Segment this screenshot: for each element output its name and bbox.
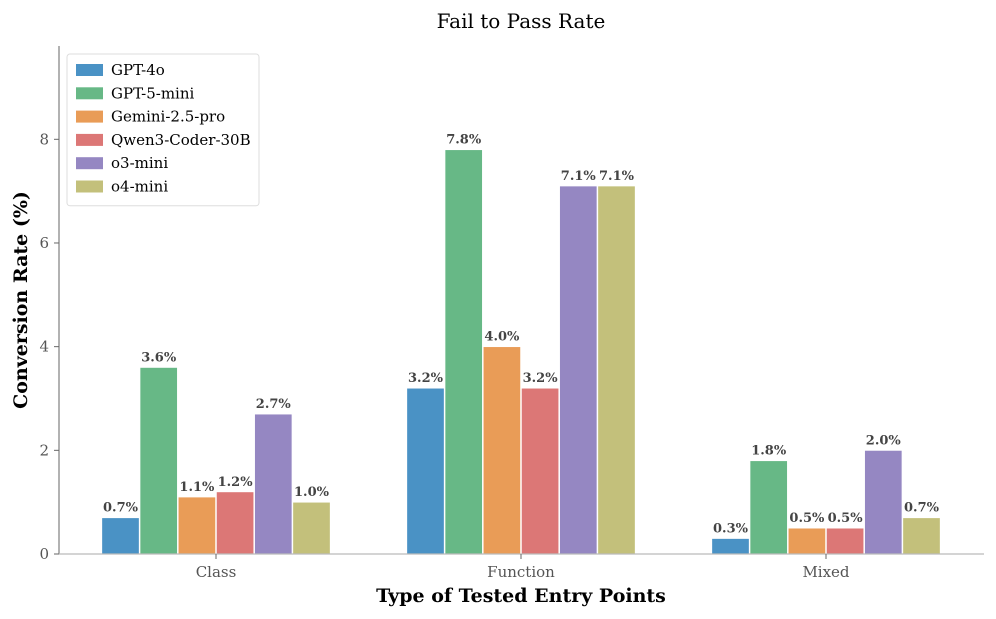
bar-qwen3-coder-30b-mixed [825,527,865,555]
data-label-o3-mini-mixed: 2.0% [866,433,902,448]
data-label-o3-mini-function: 7.1% [561,169,597,184]
x-tick-label-mixed: Mixed [802,563,849,581]
legend-swatch-o4-mini [76,180,103,193]
data-label-gemini-2-5-pro-function: 4.0% [484,330,520,345]
bar-gpt-5-mini-class [139,366,178,555]
bar-gpt-4o-function [406,387,445,555]
bar-o3-mini-function [559,185,598,555]
y-tick-label-2: 2 [39,441,49,459]
y-tick-label-6: 6 [39,234,49,252]
bar-gpt-5-mini-function [444,149,483,555]
data-label-gpt-4o-function: 3.2% [408,371,444,386]
data-label-gpt-5-mini-mixed: 1.8% [751,444,787,459]
x-tick-label-class: Class [196,563,237,581]
legend-label-o3-mini: o3-mini [111,154,168,172]
x-tick-label-function: Function [487,563,555,581]
legend-swatch-gpt-5-mini [76,87,103,100]
bar-o3-mini-class [254,413,293,555]
data-label-o4-mini-class: 1.0% [294,485,330,500]
y-axis-label: Conversion Rate (%) [10,191,32,409]
bar-gemini-2-5-pro-mixed [787,527,827,555]
data-label-gpt-4o-class: 0.7% [103,501,139,516]
data-label-gpt-4o-mixed: 0.3% [713,521,749,536]
legend-label-o4-mini: o4-mini [111,178,168,196]
y-tick-label-8: 8 [39,130,49,148]
data-label-qwen3-coder-30b-class: 1.2% [218,475,254,490]
bar-gpt-4o-class [101,517,140,555]
data-labels-group: 0.7% 3.2% 0.3% 3.6% 7.8% 1.8% 1.1% 4.0% 0.5% 1.2%… [103,133,940,537]
legend-label-gpt-5-mini: GPT-5-mini [111,84,195,102]
legend-box [66,53,260,207]
bar-o3-mini-mixed [864,449,903,555]
data-label-gemini-2-5-pro-mixed: 0.5% [789,511,825,526]
x-axis-label: Type of Tested Entry Points [376,585,666,607]
bar-o4-mini-mixed [902,517,941,555]
y-tick-label-0: 0 [39,545,49,563]
bar-qwen3-coder-30b-class [215,491,255,555]
legend-swatch-o3-mini [76,157,103,170]
bar-qwen3-coder-30b-function [520,387,560,555]
legend: GPT-4o GPT-5-mini Gemini-2.5-pro Qwen3-Code… [66,53,260,207]
bar-o4-mini-class [292,501,331,555]
legend-swatch-gemini-2-5-pro [76,110,103,123]
chart-title: Fail to Pass Rate [437,9,606,33]
y-tick-label-4: 4 [39,338,49,356]
legend-label-gpt-4o: GPT-4o [111,61,165,79]
bar-gemini-2-5-pro-function [482,346,522,555]
data-label-qwen3-coder-30b-mixed: 0.5% [828,511,864,526]
bars-group [101,149,941,555]
axes-group: 0 2 4 6 8 Class Function Mixed [39,46,984,581]
data-label-o3-mini-class: 2.7% [256,397,292,412]
legend-label-qwen3-coder-30b: Qwen3-Coder-30B [111,131,251,149]
legend-swatch-gpt-4o [76,64,103,76]
bar-gemini-2-5-pro-class [177,496,217,555]
bar-o4-mini-function [597,185,636,555]
data-label-gemini-2-5-pro-class: 1.1% [179,480,215,495]
data-label-o4-mini-function: 7.1% [599,169,635,184]
data-label-o4-mini-mixed: 0.7% [904,501,940,516]
bar-gpt-5-mini-mixed [749,460,788,555]
legend-swatch-qwen3-coder-30b [76,133,103,146]
legend-label-gemini-2-5-pro: Gemini-2.5-pro [111,108,225,126]
data-label-gpt-5-mini-class: 3.6% [141,350,177,365]
data-label-qwen3-coder-30b-function: 3.2% [523,371,559,386]
data-label-gpt-5-mini-function: 7.8% [446,133,482,148]
bar-gpt-4o-mixed [711,538,750,555]
